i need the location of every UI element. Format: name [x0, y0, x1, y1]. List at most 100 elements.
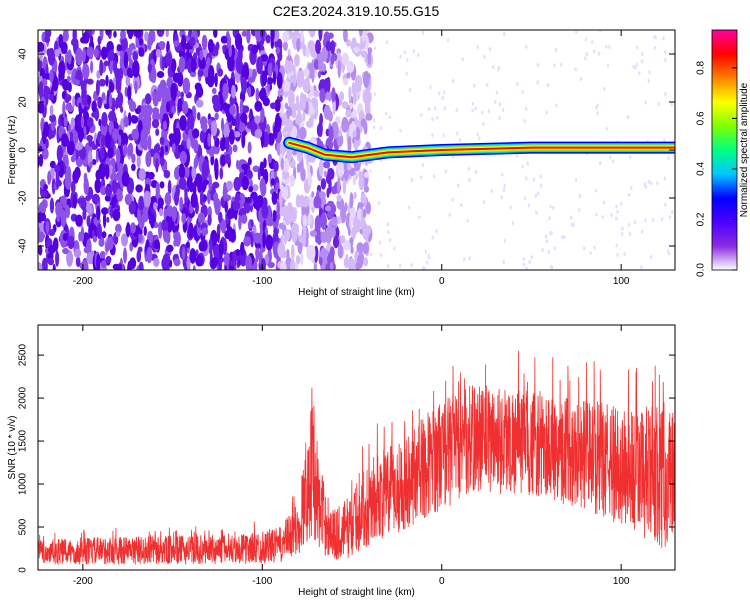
- heatmap-cell: [41, 198, 48, 210]
- heatmap-cell: [49, 104, 54, 116]
- heatmap-cell: [468, 256, 472, 261]
- heatmap-cell: [219, 167, 224, 180]
- heatmap-cell: [399, 54, 402, 59]
- heatmap-cell: [325, 263, 330, 270]
- heatmap-cell: [302, 67, 310, 78]
- heatmap-cell: [616, 209, 619, 214]
- heatmap-cell: [173, 40, 180, 48]
- heatmap-cell: [97, 35, 102, 45]
- heatmap-cell: [549, 204, 552, 209]
- heatmap-cell: [66, 141, 75, 156]
- heatmap-cell: [627, 192, 631, 197]
- heatmap-cell: [247, 76, 255, 83]
- heatmap-cell: [140, 128, 148, 144]
- heatmap-cell: [247, 85, 252, 98]
- heatmap-cell: [75, 256, 81, 268]
- heatmap-cell: [273, 160, 279, 172]
- heatmap-cell: [274, 98, 281, 112]
- heatmap-cell: [536, 80, 539, 85]
- heatmap-cell: [98, 118, 102, 127]
- heatmap-cell: [39, 51, 43, 62]
- heatmap-cell: [93, 48, 99, 58]
- heatmap-cell: [318, 256, 323, 265]
- heatmap-cell: [663, 176, 667, 181]
- heatmap-cell: [530, 255, 533, 260]
- heatmap-cell: [83, 177, 89, 195]
- heatmap-cell: [80, 116, 85, 129]
- heatmap-cell: [358, 174, 365, 191]
- heatmap-cell: [363, 257, 369, 267]
- heatmap-cell: [309, 230, 317, 237]
- heatmap-cell: [190, 192, 198, 208]
- heatmap-cell: [131, 163, 136, 172]
- heatmap-cell: [168, 133, 175, 141]
- heatmap-cell: [664, 92, 667, 97]
- heatmap-cell: [267, 261, 275, 269]
- heatmap-cell: [285, 229, 291, 241]
- heatmap-cell: [265, 234, 274, 251]
- heatmap-cell: [67, 49, 72, 65]
- heatmap-cell: [181, 246, 186, 260]
- heatmap-cell: [120, 30, 126, 40]
- heatmap-cell: [236, 159, 240, 170]
- heatmap-cell: [342, 176, 347, 195]
- heatmap-cell: [323, 104, 331, 120]
- heatmap-cell: [353, 142, 359, 150]
- heatmap-cell: [263, 157, 267, 169]
- heatmap-cell: [179, 150, 187, 164]
- heatmap-cell: [72, 131, 79, 145]
- heatmap-cell: [138, 261, 144, 270]
- heatmap-cell: [337, 60, 341, 79]
- heatmap-cell: [72, 79, 81, 86]
- heatmap-cell: [127, 85, 132, 101]
- heatmap-cell: [526, 161, 529, 166]
- heatmap-cell: [585, 51, 589, 56]
- heatmap-cell: [384, 111, 388, 116]
- spectrogram-y-tick-label: 0: [18, 147, 29, 153]
- heatmap-cell: [220, 154, 227, 167]
- heatmap-cell: [608, 155, 612, 160]
- heatmap-cell: [294, 54, 300, 67]
- heatmap-cell: [100, 260, 107, 269]
- heatmap-cell: [372, 125, 376, 130]
- heatmap-cell: [346, 60, 355, 74]
- heatmap-cell: [318, 159, 324, 177]
- heatmap-cell: [91, 111, 99, 118]
- spectrogram-y-tick-label: 40: [18, 48, 29, 60]
- heatmap-cell: [491, 65, 495, 70]
- heatmap-cell: [493, 99, 497, 104]
- heatmap-cell: [347, 136, 352, 153]
- heatmap-cell: [107, 147, 114, 159]
- heatmap-cell: [393, 246, 396, 251]
- heatmap-cell: [555, 103, 558, 108]
- heatmap-cell: [521, 164, 524, 169]
- heatmap-cell: [72, 194, 78, 209]
- heatmap-cell: [328, 177, 332, 194]
- heatmap-cell: [539, 174, 542, 179]
- heatmap-cell: [94, 178, 102, 194]
- heatmap-cell: [233, 176, 242, 192]
- heatmap-cell: [126, 30, 133, 35]
- heatmap-cell: [522, 257, 525, 262]
- heatmap-cell: [359, 30, 363, 37]
- heatmap-cell: [81, 86, 87, 99]
- heatmap-cell: [216, 223, 221, 236]
- heatmap-cell: [191, 128, 200, 139]
- heatmap-cell: [332, 236, 340, 249]
- spectrogram-y-tick-label: -40: [18, 238, 29, 253]
- heatmap-cell: [260, 107, 265, 123]
- heatmap-cell: [357, 81, 362, 92]
- heatmap-cell: [525, 44, 528, 49]
- snr-y-tick-label: 0: [18, 567, 29, 573]
- heatmap-cell: [193, 157, 198, 170]
- heatmap-cell: [339, 91, 345, 102]
- heatmap-cell: [272, 70, 277, 85]
- heatmap-cell: [331, 87, 336, 103]
- heatmap-cell: [202, 122, 208, 133]
- heatmap-cell: [137, 233, 143, 243]
- heatmap-cell: [178, 56, 186, 73]
- heatmap-cell: [58, 60, 66, 78]
- heatmap-cell: [105, 74, 109, 87]
- heatmap-cell: [174, 231, 181, 247]
- heatmap-cell: [330, 40, 335, 55]
